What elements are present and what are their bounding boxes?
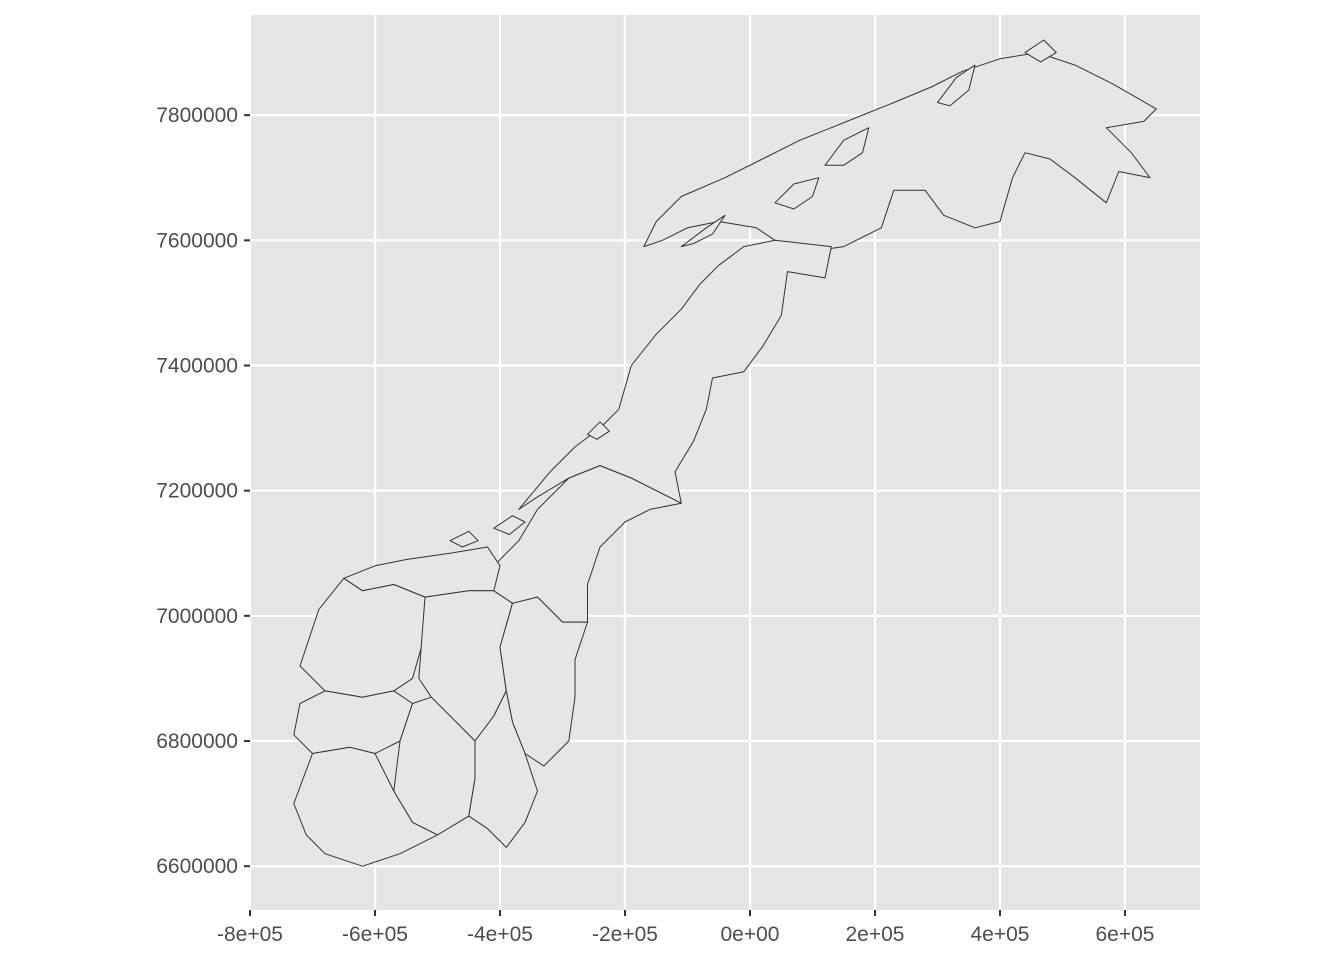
region-hitra (493, 515, 526, 535)
map-regions (293, 39, 1157, 867)
y-tick-label: 7000000 (156, 605, 238, 628)
region-vestland (299, 577, 426, 698)
x-tick-label: 2e+05 (846, 923, 905, 946)
y-tick-label: 7600000 (156, 229, 238, 252)
x-tick-label: -4e+05 (467, 923, 533, 946)
y-tick-label: 7200000 (156, 480, 238, 503)
y-tick-label: 6800000 (156, 730, 238, 753)
region-vesteralen (774, 177, 820, 210)
region-smola (449, 530, 479, 548)
y-tick-label: 7400000 (156, 354, 238, 377)
x-tick-label: -8e+05 (217, 923, 283, 946)
region-lofoten (680, 214, 726, 248)
region-mageroya (1024, 39, 1057, 63)
y-tick-label: 6600000 (156, 855, 238, 878)
region-viken-south (468, 690, 538, 848)
x-tick-label: -2e+05 (592, 923, 658, 946)
region-vega (587, 421, 610, 440)
y-axis: 6600000 6800000 7000000 7200000 7400000 76000… (156, 104, 250, 878)
x-axis: -8e+05 -6e+05 -4e+05 -2e+05 0e+00 2e+05 4e+05 6… (217, 910, 1154, 946)
x-tick-label: 6e+05 (1096, 923, 1155, 946)
x-tick-label: 4e+05 (971, 923, 1030, 946)
region-senja (824, 127, 870, 166)
region-agder (293, 746, 438, 867)
y-tick-label: 7800000 (156, 104, 238, 127)
region-rogaland (293, 690, 413, 754)
region-soroya (937, 64, 976, 107)
x-tick-label: 0e+00 (721, 923, 780, 946)
x-tick-label: -6e+05 (342, 923, 408, 946)
